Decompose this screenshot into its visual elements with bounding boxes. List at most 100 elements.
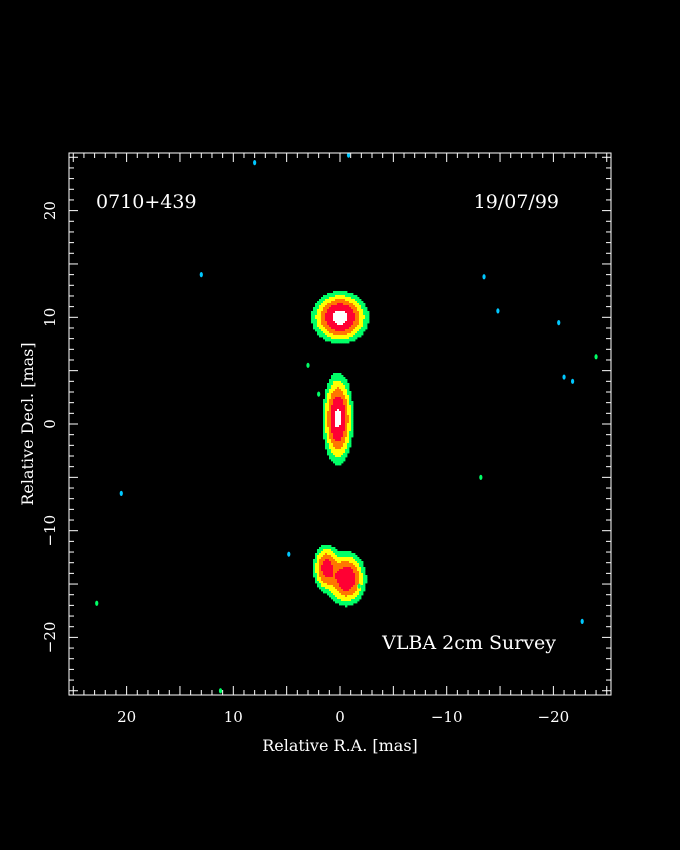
map-cell [343,407,346,410]
map-cell [355,335,358,338]
map-cell [339,405,342,408]
map-cell [337,595,340,598]
map-cell [345,337,348,340]
map-cell [323,555,326,558]
map-cell [335,291,338,294]
map-cell [327,403,330,406]
map-cell [313,317,316,320]
map-cell [337,551,340,554]
map-cell [323,323,326,326]
map-cell [341,563,344,566]
map-cell [347,443,350,446]
map-cell [317,567,320,570]
map-cell [327,327,330,330]
map-cell [343,587,346,590]
map-cell [335,559,338,562]
map-cell [333,579,336,582]
map-cell [337,327,340,330]
map-cell [361,565,364,568]
map-cell [337,337,340,340]
map-cell [343,595,346,598]
map-cell [347,447,350,450]
map-cell [317,305,320,308]
map-cell [349,443,352,446]
noise-patches [95,153,598,694]
map-cell [327,293,330,296]
map-cell [351,563,354,566]
map-cell [317,301,320,304]
map-cell [347,333,350,336]
map-cell [343,579,346,582]
map-cell [339,431,342,434]
map-cell [361,309,364,312]
map-cell [335,577,338,580]
map-cell [345,309,348,312]
map-cell [339,589,342,592]
map-cell [351,339,354,342]
map-cell [337,399,340,402]
map-cell [335,447,338,450]
map-cell [329,407,332,410]
map-cell [339,425,342,428]
map-cell [335,381,338,384]
map-cell [345,399,348,402]
map-cell [329,329,332,332]
map-cell [331,569,334,572]
map-cell [323,337,326,340]
map-cell [339,321,342,324]
map-cell [343,437,346,440]
map-cell [335,377,338,380]
map-cell [353,557,356,560]
map-cell [343,411,346,414]
map-cell [349,409,352,412]
map-cell [337,295,340,298]
map-cell [319,317,322,320]
map-cell [351,327,354,330]
map-cell [353,307,356,310]
map-cell [327,299,330,302]
map-cell [341,591,344,594]
map-cell [345,381,348,384]
map-cell [331,317,334,320]
map-cell [351,301,354,304]
map-cell [361,593,364,596]
map-cell [317,319,320,322]
map-cell [331,397,334,400]
map-cell [337,331,340,334]
map-cell [335,323,338,326]
map-cell [347,417,350,420]
map-cell [323,307,326,310]
map-cell [339,575,342,578]
map-cell [331,431,334,434]
map-cell [341,595,344,598]
map-cell [343,577,346,580]
map-cell [335,565,338,568]
map-cell [353,569,356,572]
map-cell [331,303,334,306]
map-cell [339,429,342,432]
map-cell [325,545,328,548]
map-cell [343,449,346,452]
map-cell [325,305,328,308]
map-cell [317,579,320,582]
map-cell [351,297,354,300]
map-cell [325,335,328,338]
map-cell [355,315,358,318]
map-cell [361,331,364,334]
map-cell [333,295,336,298]
map-cell [351,429,354,432]
map-cell [361,577,364,580]
map-cell [349,433,352,436]
map-cell [337,409,340,412]
map-cell [347,329,350,332]
map-cell [329,545,332,548]
map-cell [351,559,354,562]
map-cell [343,301,346,304]
map-cell [319,321,322,324]
map-cell [347,305,350,308]
map-cell [359,575,362,578]
x-tick-label: −10 [431,708,463,726]
map-cell [353,571,356,574]
map-cell [341,597,344,600]
map-cell [313,313,316,316]
